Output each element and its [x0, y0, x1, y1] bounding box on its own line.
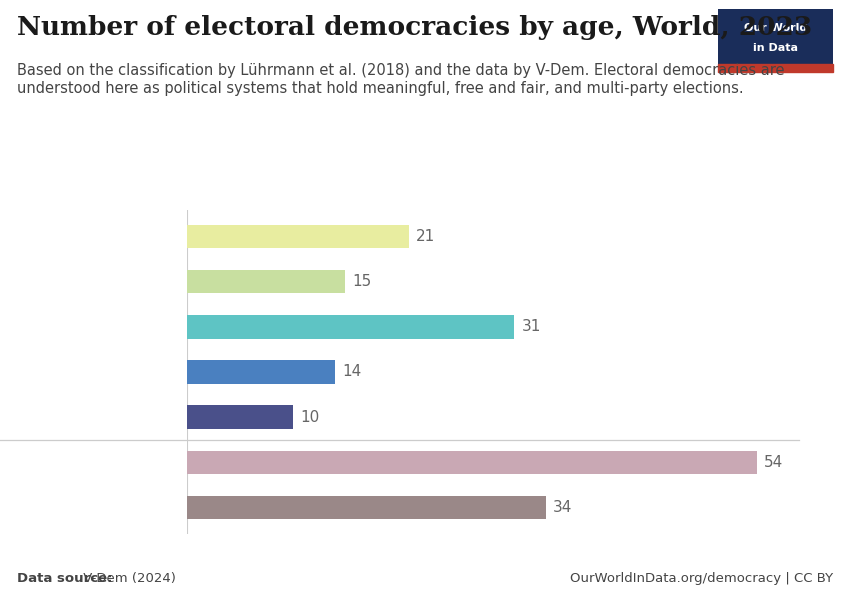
Bar [187, 270, 345, 293]
Text: 31: 31 [522, 319, 541, 334]
Bar [187, 451, 756, 474]
Bar [187, 225, 409, 248]
Text: V-Dem (2024): V-Dem (2024) [79, 572, 176, 585]
Text: 15: 15 [353, 274, 372, 289]
Text: in Data: in Data [753, 43, 798, 53]
Text: 14: 14 [342, 364, 361, 379]
Text: 21: 21 [416, 229, 435, 244]
Bar [187, 406, 292, 429]
Text: Data source:: Data source: [17, 572, 112, 585]
Text: 54: 54 [764, 455, 784, 470]
Text: Number of electoral democracies by age, World, 2023: Number of electoral democracies by age, … [17, 15, 813, 40]
Bar [718, 64, 833, 72]
Bar [187, 315, 514, 338]
Bar [187, 360, 335, 384]
Text: Our World: Our World [744, 23, 808, 33]
Text: Based on the classification by Lührmann et al. (2018) and the data by V-Dem. Ele: Based on the classification by Lührmann … [17, 63, 785, 78]
Text: 10: 10 [300, 410, 319, 425]
Bar [187, 496, 546, 519]
Text: OurWorldInData.org/democracy | CC BY: OurWorldInData.org/democracy | CC BY [570, 572, 833, 585]
Text: 34: 34 [553, 500, 573, 515]
Text: understood here as political systems that hold meaningful, free and fair, and mu: understood here as political systems tha… [17, 81, 744, 96]
